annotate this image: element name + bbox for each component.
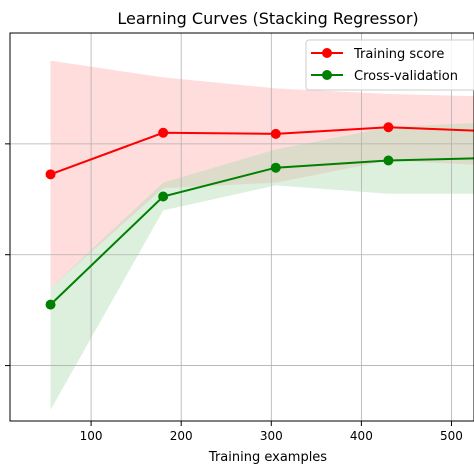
x-tick-label: 200 [170, 429, 193, 443]
data-point [383, 122, 394, 133]
chart-title: Learning Curves (Stacking Regressor) [117, 9, 418, 28]
data-point [45, 299, 56, 310]
legend-item-training: Training score [311, 47, 444, 62]
legend-label-cross-validation: Cross-validation [354, 69, 458, 84]
legend-box [305, 39, 474, 91]
legend: Training score Cross-validation [305, 39, 474, 91]
series-points [45, 122, 394, 310]
data-point [270, 162, 281, 173]
data-point [158, 127, 169, 138]
y-axis-ticks [5, 143, 10, 367]
grid-lines [10, 33, 474, 421]
x-tick-label: 300 [260, 429, 283, 443]
x-axis-label: Training examples [208, 450, 327, 465]
data-point [45, 169, 56, 180]
std-band-0 [50, 60, 474, 288]
data-point [270, 128, 281, 139]
data-point [383, 155, 394, 166]
legend-marker-cross-validation [322, 70, 332, 80]
data-point [158, 191, 169, 202]
legend-marker-training [322, 48, 332, 58]
std-bands [50, 60, 474, 410]
x-axis-ticks: 100 200 300 400 500 [80, 421, 463, 443]
legend-label-training: Training score [353, 47, 444, 62]
plot-frame [9, 32, 474, 422]
legend-item-cross-validation: Cross-validation [311, 69, 458, 84]
x-tick-label: 400 [350, 429, 373, 443]
x-tick-label: 100 [80, 429, 103, 443]
x-tick-label: 500 [440, 429, 463, 443]
std-band-1 [50, 123, 474, 410]
